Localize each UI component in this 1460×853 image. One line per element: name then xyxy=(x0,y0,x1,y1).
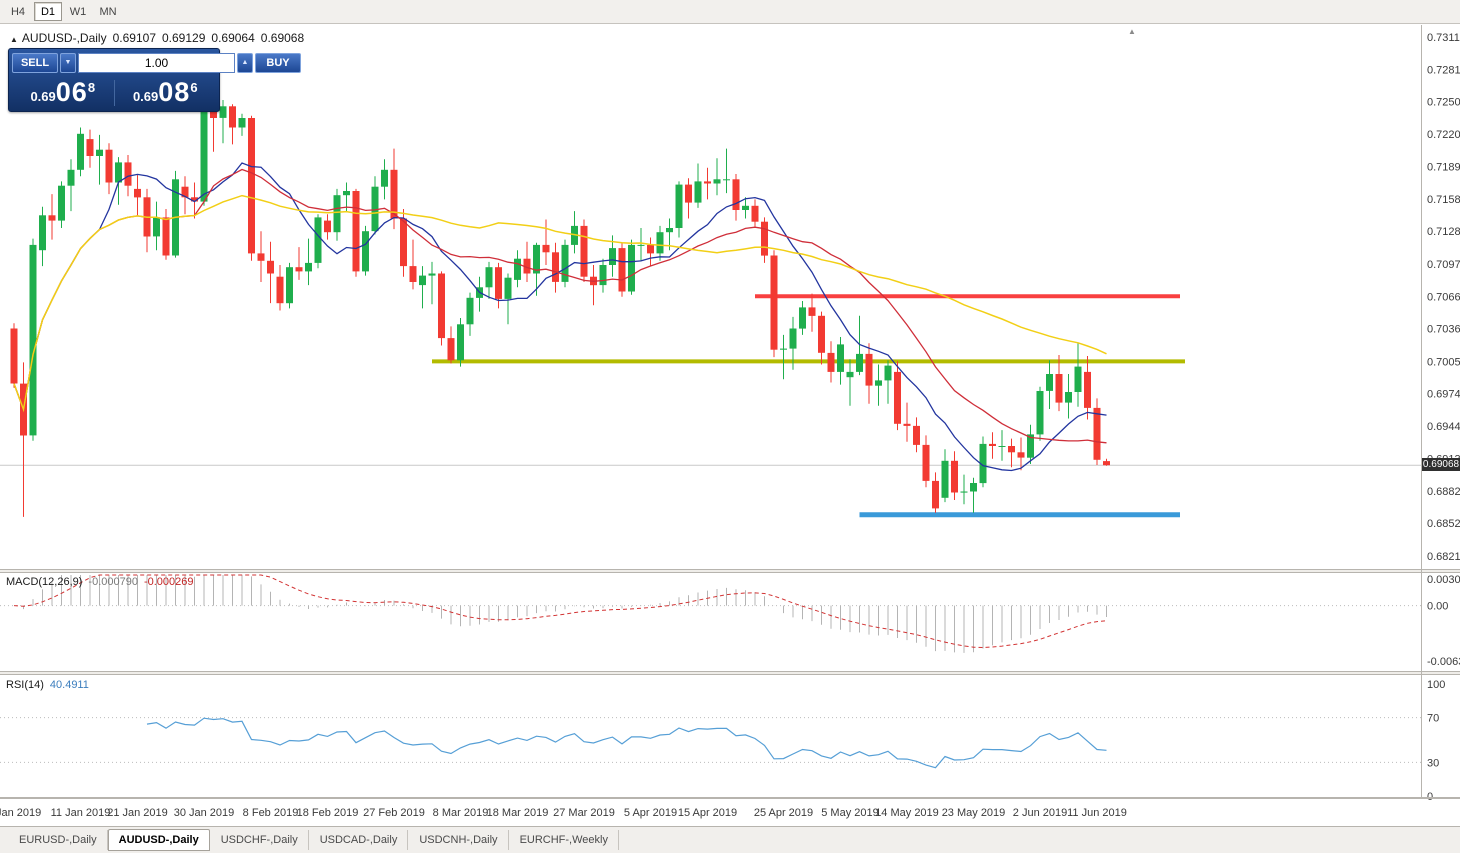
chart-symbol-label: AUDUSD-,Daily xyxy=(21,31,107,45)
ma-10-line xyxy=(13,162,1107,472)
sell-price-figure: 0.69 xyxy=(30,89,56,104)
volume-increase-button[interactable]: ▲ xyxy=(237,53,253,73)
timeframe-button-h4[interactable]: H4 xyxy=(4,2,32,21)
ohlc-close: 0.69068 xyxy=(260,31,305,45)
date-axis-label: 5 Apr 2019 xyxy=(624,807,677,819)
price-axis-tick: 0.68825 xyxy=(1427,486,1460,498)
date-axis-label: 15 Apr 2019 xyxy=(678,807,737,819)
timeframe-button-d1[interactable]: D1 xyxy=(34,2,62,21)
price-axis-divider xyxy=(1421,25,1422,799)
chart-tab-eurchf[interactable]: EURCHF-,Weekly xyxy=(509,830,619,850)
sell-price-pips: 06 xyxy=(55,77,88,107)
buy-button[interactable]: BUY xyxy=(255,53,301,73)
date-axis-label: 11 Jun 2019 xyxy=(1067,807,1127,819)
sell-price[interactable]: 0.69 06 8 xyxy=(12,77,114,107)
macd-axis-tick: 0.00 xyxy=(1427,601,1448,613)
sell-button[interactable]: SELL xyxy=(12,53,58,73)
macd-name: MACD(12,26,9) xyxy=(6,576,83,588)
chart-tab-usdcnh[interactable]: USDCNH-,Daily xyxy=(408,830,509,850)
sell-price-point: 8 xyxy=(87,80,96,95)
date-axis-label: 30 Jan 2019 xyxy=(174,807,235,819)
date-axis-label: 8 Feb 2019 xyxy=(243,807,299,819)
macd-signal-value: -0.000269 xyxy=(143,576,194,588)
buy-price-pips: 08 xyxy=(158,77,191,107)
macd-panel-label: MACD(12,26,9) -0.000790 -0.000269 xyxy=(6,576,194,588)
date-axis-label: 11 Jan 2019 xyxy=(51,807,111,819)
ohlc-low: 0.69064 xyxy=(211,31,255,45)
ma-20-line xyxy=(13,168,1107,444)
rsi-line xyxy=(146,717,1107,769)
rsi-name: RSI(14) xyxy=(6,679,44,691)
buy-price-figure: 0.69 xyxy=(132,89,159,104)
macd-histogram xyxy=(23,575,1107,653)
date-axis-label: 21 Jan 2019 xyxy=(107,807,168,819)
ohlc-high: 0.69129 xyxy=(162,31,206,45)
date-axis-label: 18 Feb 2019 xyxy=(297,807,359,819)
chart-tabbar: EURUSD-,Daily AUDUSD-,Daily USDCHF-,Daily U… xyxy=(0,826,1460,853)
panel-separator-main-macd[interactable] xyxy=(0,569,1460,573)
volume-decrease-button[interactable]: ▼ xyxy=(60,53,76,73)
volume-input[interactable] xyxy=(78,53,235,73)
ohlc-open: 0.69107 xyxy=(112,31,156,45)
date-axis-label: 27 Feb 2019 xyxy=(363,807,425,819)
rsi-axis-tick: 70 xyxy=(1427,713,1439,725)
buy-price[interactable]: 0.69 08 6 xyxy=(115,77,217,107)
panel-separator-macd-rsi[interactable] xyxy=(0,671,1460,675)
bid-price-tag: 0.69068 xyxy=(1422,458,1460,471)
price-axis-tick: 0.72505 xyxy=(1427,97,1460,109)
candles xyxy=(10,100,1110,517)
timeframe-toolbar: H4 D1 W1 MN xyxy=(0,0,1460,24)
timeframe-button-mn[interactable]: MN xyxy=(94,2,122,21)
price-axis-tick: 0.71585 xyxy=(1427,194,1460,206)
ma-50-line xyxy=(13,194,1107,413)
date-axis-label: 14 May 2019 xyxy=(875,807,939,819)
chart-tab-usdchf[interactable]: USDCHF-,Daily xyxy=(210,830,309,850)
date-axis-label: 25 Apr 2019 xyxy=(754,807,813,819)
macd-axis-tick: 0.003035 xyxy=(1427,574,1460,586)
rsi-value: 40.4911 xyxy=(49,679,89,691)
date-axis-label: 23 May 2019 xyxy=(942,807,1006,819)
macd-signal-line xyxy=(13,574,1107,649)
date-axis-label: 8 Mar 2019 xyxy=(433,807,489,819)
date-axis-label: 18 Mar 2019 xyxy=(487,807,549,819)
chart-tab-eurusd[interactable]: EURUSD-,Daily xyxy=(8,830,108,850)
chart-info-line: ▲ AUDUSD-,Daily 0.69107 0.69129 0.69064 0.690… xyxy=(10,31,310,45)
price-axis-tick: 0.70665 xyxy=(1427,291,1460,303)
date-axis-label: 5 May 2019 xyxy=(821,807,878,819)
spin-down-icon: ▼ xyxy=(64,59,72,66)
date-axis-label: 2 Jan 2019 xyxy=(0,807,41,819)
buy-price-point: 6 xyxy=(190,80,198,95)
price-divider xyxy=(113,79,115,106)
date-axis-label: 27 Mar 2019 xyxy=(553,807,615,819)
timeframe-button-w1[interactable]: W1 xyxy=(64,2,92,21)
macd-axis-tick: -0.006311 xyxy=(1427,656,1460,668)
price-axis-tick: 0.69745 xyxy=(1427,389,1460,401)
chart-tab-usdcad[interactable]: USDCAD-,Daily xyxy=(309,830,409,850)
rsi-axis-tick: 30 xyxy=(1427,757,1439,769)
rsi-panel-label: RSI(14) 40.4911 xyxy=(6,679,89,691)
chart-shift-marker-icon[interactable]: ▲ xyxy=(1128,27,1136,36)
panel-separator-rsi-dates xyxy=(0,797,1460,799)
chart-tab-audusd[interactable]: AUDUSD-,Daily xyxy=(107,829,210,851)
rsi-axis-tick: 100 xyxy=(1427,679,1445,691)
price-axis-tick: 0.73115 xyxy=(1427,32,1460,44)
symbol-marker-icon: ▲ xyxy=(10,35,18,44)
date-axis-label: 2 Jun 2019 xyxy=(1013,807,1067,819)
spin-up-icon: ▲ xyxy=(241,59,249,66)
macd-main-value: -0.000790 xyxy=(88,576,138,588)
